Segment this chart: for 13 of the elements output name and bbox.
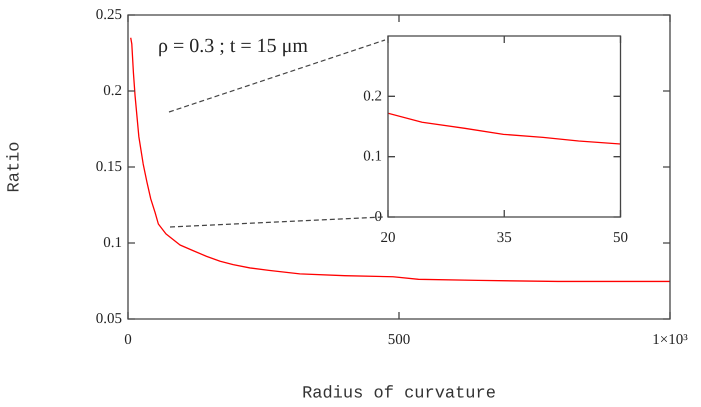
y-tick-label: 0.25 (96, 6, 122, 23)
x-tick-label: 50 (613, 230, 628, 246)
x-tick-label: 1×10³ (652, 332, 688, 348)
x-axis-title: Radius of curvature (302, 384, 496, 404)
y-tick-label: 0.05 (96, 310, 122, 327)
x-tick-label: 0 (124, 332, 132, 348)
x-tick-label: 35 (496, 230, 512, 246)
y-tick-label: 0.2 (103, 82, 122, 99)
x-tick-label: 500 (388, 332, 410, 348)
y-tick-label: 0.1 (103, 234, 122, 251)
x-tick-label: 20 (380, 230, 396, 246)
y-axis-title: Ratio (6, 141, 25, 193)
y-tick-label: 0.15 (96, 158, 122, 175)
